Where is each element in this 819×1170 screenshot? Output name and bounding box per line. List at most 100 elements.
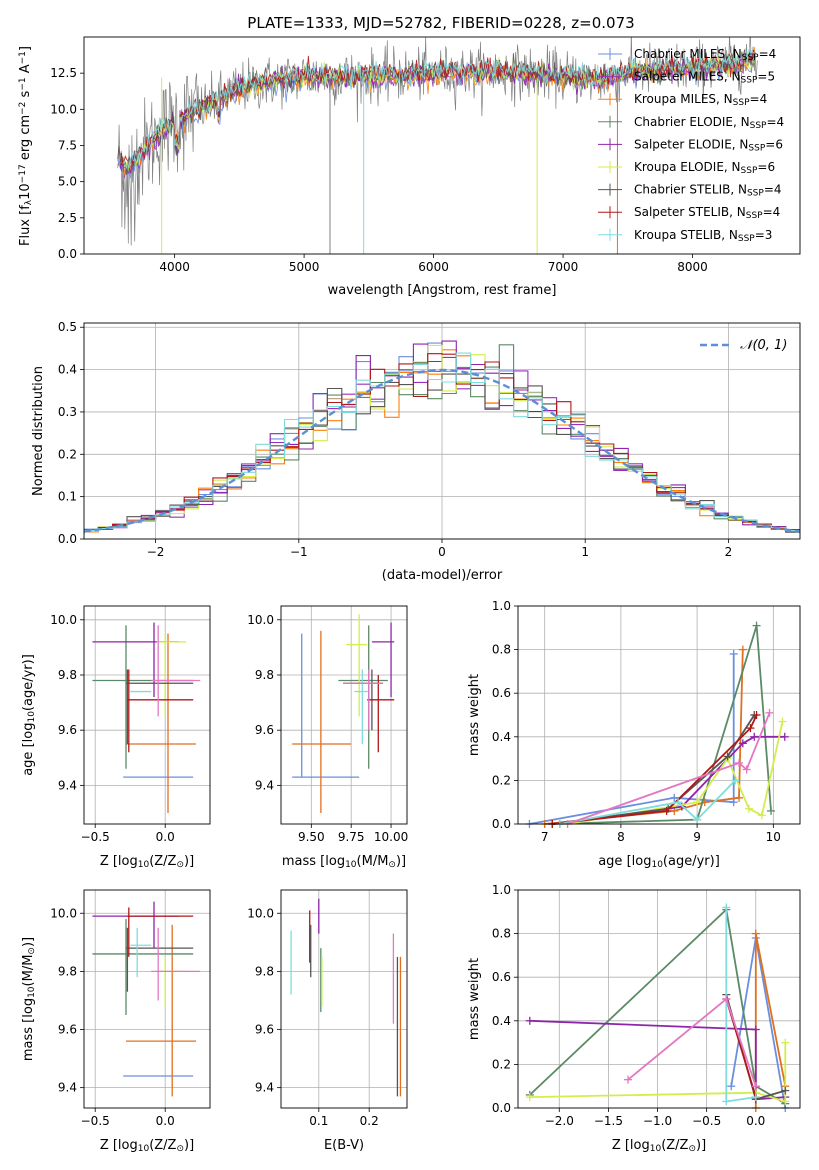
spectrum-ylabel-part: s: [18, 90, 33, 101]
spectrum-xlabel: wavelength [Angstrom, rest frame]: [328, 283, 557, 298]
residuals-ytick-label: 0.4: [58, 363, 77, 377]
z-vs-mass-xtick-label: −0.5: [81, 1114, 110, 1128]
legend-entry-part: SSP: [738, 234, 755, 244]
legend-entry-part: =4: [759, 47, 777, 61]
z-vs-age-ylabel-part: (age/yr)]: [21, 654, 36, 711]
age-vs-weight-frame: [517, 605, 801, 825]
spectrum-ylabel-part: ]: [18, 46, 33, 51]
residuals-xtick-label: 0: [438, 545, 446, 559]
ebv-vs-mass-xlabel: E(B-V): [324, 1138, 364, 1153]
weight-line: [552, 714, 758, 825]
spectrum: 4000 5000 6000 7000 8000 0.0 2.5 5.0 7.5 10.0 12.5…: [18, 36, 801, 298]
age-vs-weight-xlabel-part: age [log: [598, 854, 651, 869]
ebv-vs-mass: 0.1 0.2 9.4 9.6 9.8 10.0 E(B-V): [247, 889, 408, 1153]
ebv-vs-mass-points: [290, 898, 402, 1097]
mass-vs-age-points: [292, 614, 395, 813]
z-vs-age-xlabel-part: 10: [138, 860, 150, 870]
z-vs-mass-xlabel-part: Z [log: [100, 1138, 138, 1153]
age-vs-weight-ytick-label: 0.8: [492, 643, 511, 657]
legend-normal-label-part: 𝒩(0, 1): [740, 338, 787, 353]
ebv-vs-mass-ytick-label: 9.8: [255, 964, 274, 978]
legend-normal-label: 𝒩(0, 1): [740, 338, 787, 353]
residuals-frame: [83, 322, 801, 540]
mass-vs-age-ytick-label: 9.4: [255, 778, 274, 792]
legend-entry-part: Salpeter MILES, N: [634, 70, 741, 84]
z-vs-mass-xlabel-part: 10: [138, 1144, 150, 1154]
age-vs-weight-xlabel: age [log10(age/yr)]: [598, 854, 720, 870]
z-vs-weight-ytick-label: 1.0: [492, 883, 511, 897]
residuals-ytick-label: 0.3: [58, 405, 77, 419]
residuals-ytick-label: 0.5: [58, 320, 77, 334]
z-vs-age-xlabel: Z [log10(Z/Z⊙)]: [100, 854, 194, 870]
spectrum-ylabel-part: −17: [18, 164, 28, 183]
age-vs-weight-ylabel: mass weight: [467, 674, 482, 756]
legend-entry-part: Chabrier STELIB, N: [634, 183, 747, 197]
z-vs-mass-xlabel-part: )]: [184, 1138, 194, 1153]
legend-entry-part: =4: [763, 205, 781, 219]
mass-vs-age-xlabel-part: 10: [345, 860, 357, 870]
z-vs-weight-xlabel-part: ⊙: [688, 1144, 696, 1154]
model-spectrum-line: [119, 54, 756, 174]
z-vs-mass-ylabel-part: 10: [27, 986, 37, 998]
residuals-xlabel: (data-model)/error: [382, 568, 503, 583]
z-vs-age: −0.5 0.09.49.69.810.0Z [log10(Z/Z⊙)]age […: [21, 605, 211, 870]
z-vs-age-ylabel: age [log10(age/yr)]: [21, 654, 37, 776]
panels: 4000 5000 6000 7000 80000.02.55.07.510.012.5…: [18, 36, 801, 1154]
z-vs-weight-xtick-label: −0.5: [692, 1114, 721, 1128]
z-vs-weight-ytick-label: 0.6: [492, 970, 511, 984]
z-vs-age-xlabel-part: )]: [184, 854, 194, 869]
z-vs-mass-ytick-label: 9.6: [58, 1023, 77, 1037]
z-vs-weight-series: [525, 903, 790, 1112]
weight-line: [529, 1019, 786, 1101]
z-vs-age-ytick-label: 10.0: [50, 613, 77, 627]
age-vs-weight-ytick-label: 0.6: [492, 686, 511, 700]
mass-vs-age-ytick-label: 10.0: [247, 613, 274, 627]
z-vs-weight-xlabel-part: (Z/Z: [661, 1138, 688, 1153]
residuals: −2 −1 0 1 2 0.0 0.1 0.2 0.3 0.4 0.5 𝒩(0, 1) (data-mo…: [31, 320, 801, 583]
legend-entry: Salpeter STELIB, NSSP=4: [634, 205, 780, 221]
age-vs-weight-ytick-label: 0.4: [492, 730, 511, 744]
residuals-ytick-label: 0.2: [58, 447, 77, 461]
spectrum-ylabel-part: Flux [f: [18, 205, 33, 246]
weight-line: [627, 997, 757, 1087]
age-vs-weight-xlabel-part: (age/yr)]: [663, 854, 720, 869]
z-vs-weight-ytick-label: 0.8: [492, 927, 511, 941]
z-vs-weight-xlabel: Z [log10(Z/Z⊙)]: [612, 1138, 706, 1154]
age-vs-weight-ytick-label: 0.2: [492, 773, 511, 787]
spectrum-ytick-label: 5.0: [58, 175, 77, 189]
z-vs-age-ytick-label: 9.8: [58, 668, 77, 682]
z-vs-weight: −2.0 −1.5 −1.0 −0.5 0.0 0.0 0.2 0.4 0.6 0.8 1.0 Z […: [467, 883, 801, 1154]
age-vs-weight-ylabel-part: mass weight: [467, 674, 482, 756]
z-vs-weight-ylabel-part: mass weight: [467, 958, 482, 1040]
z-vs-age-ytick-label: 9.6: [58, 723, 77, 737]
spectrum-xtick-label: 8000: [677, 260, 708, 274]
legend-entry-part: SSP: [741, 166, 758, 176]
age-vs-weight-ytick-label: 1.0: [492, 599, 511, 613]
z-vs-age-ylabel-part: 10: [27, 711, 37, 723]
spectrum-xtick-label: 5000: [289, 260, 320, 274]
spectrum-ylabel-part: λ: [24, 199, 34, 205]
legend-entry-part: Kroupa MILES, N: [634, 92, 733, 106]
residuals-ylabel-part: Normed distribution: [31, 366, 46, 496]
legend-entry-part: =3: [755, 228, 773, 242]
spectrum-ylabel-part: erg cm: [18, 115, 33, 164]
spectrum-xlabel-part: wavelength [Angstrom, rest frame]: [328, 283, 557, 298]
z-vs-age-frame: [83, 605, 211, 825]
legend-entry-part: =4: [750, 92, 768, 106]
spectrum-ytick-label: 2.5: [58, 211, 77, 225]
legend-entry-part: =6: [757, 160, 775, 174]
spectrum-ytick-label: 10.0: [50, 102, 77, 116]
residuals-xtick-label: −1: [290, 545, 308, 559]
residuals-xtick-label: 2: [725, 545, 733, 559]
legend-entry-part: Kroupa ELODIE, N: [634, 160, 741, 174]
residuals-xtick-label: −2: [147, 545, 165, 559]
z-vs-weight-xlabel-part: 10: [650, 1144, 662, 1154]
z-vs-age-xlabel-part: Z [log: [100, 854, 138, 869]
z-vs-mass-ylabel: mass [log10(M/M⊙)]: [21, 937, 37, 1061]
z-vs-weight-xlabel-part: )]: [696, 1138, 706, 1153]
mass-vs-age-xlabel-part: ⊙: [388, 860, 396, 870]
legend-entry: Kroupa STELIB, NSSP=3: [634, 228, 772, 244]
spectrum-ytick-label: 7.5: [58, 139, 77, 153]
spectrum-ylabel-part: 10: [18, 183, 33, 200]
residuals-xtick-label: 1: [581, 545, 589, 559]
